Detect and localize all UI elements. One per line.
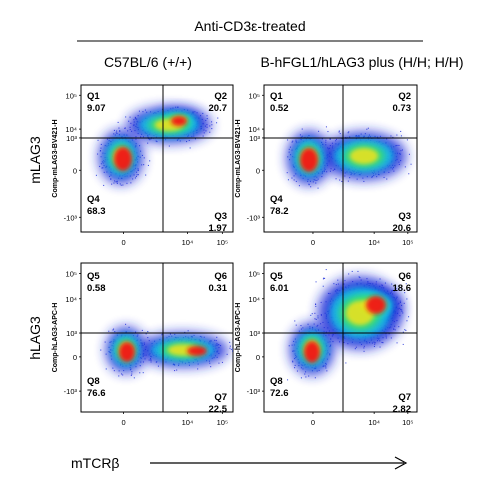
y-tick-label: 10³ — [66, 329, 77, 338]
y-tick-label: 10⁴ — [65, 295, 77, 304]
quadrant-name: Q2 — [398, 91, 411, 102]
quadrant-name: Q3 — [398, 211, 411, 222]
x-tick-label: 0 — [121, 418, 125, 427]
quadrant-name: Q4 — [270, 194, 283, 205]
quadrant-value: 76.6 — [87, 388, 106, 399]
y-tick-label: -10³ — [247, 213, 261, 222]
quadrant-value: 22.5 — [209, 404, 228, 415]
treatment-label: Anti-CD3ε-treated — [194, 18, 305, 34]
x-tick-label: 0 — [311, 418, 315, 427]
y-tick-label: 10⁵ — [66, 91, 77, 100]
y-axis-label: Comp-mLAG3-BV421-H — [235, 119, 242, 197]
y-tick-label: 10³ — [249, 134, 260, 143]
quadrant-value: 0.52 — [270, 103, 289, 114]
quadrant-value: 20.6 — [393, 223, 412, 234]
x-tick-label: 0 — [311, 238, 315, 247]
column-label-left: C57BL/6 (+/+) — [104, 54, 192, 70]
quadrant-name: Q7 — [398, 392, 411, 403]
y-tick-label: 10⁵ — [249, 269, 260, 278]
quadrant-value: 0.73 — [393, 103, 412, 114]
quadrant-value: 78.2 — [270, 206, 289, 217]
y-tick-label: 0 — [73, 353, 77, 362]
y-tick-label: 0 — [73, 166, 77, 175]
quadrant-value: 0.31 — [209, 283, 228, 294]
quadrant-name: Q7 — [214, 392, 227, 403]
quadrant-value: 18.6 — [393, 283, 412, 294]
x-tick-label: 10⁴ — [182, 418, 194, 427]
quadrant-value: 20.7 — [209, 103, 228, 114]
y-tick-label: 10⁵ — [249, 91, 260, 100]
quadrant-value: 9.07 — [87, 103, 106, 114]
x-tick-label: 10⁴ — [182, 238, 194, 247]
x-axis-arrowhead — [394, 456, 408, 470]
x-tick-label: 0 — [121, 238, 125, 247]
quadrant-value: 68.3 — [87, 206, 106, 217]
y-axis-label: Comp-mLAG3-BV421-H — [52, 119, 59, 197]
density-plot — [100, 323, 233, 379]
x-tick-label: 10⁴ — [368, 238, 380, 247]
y-tick-label: 10⁴ — [248, 295, 260, 304]
y-tick-label: -10³ — [64, 213, 78, 222]
quadrant-name: Q4 — [87, 194, 100, 205]
quadrant-value: 6.01 — [270, 283, 289, 294]
y-axis-label: Comp-hLAG3-APC-H — [52, 303, 59, 373]
density-plot — [95, 106, 219, 186]
x-tick-label: 10⁴ — [368, 418, 380, 427]
row-label-bottom: hLAG3 — [27, 316, 43, 360]
row-label-top: mLAG3 — [27, 136, 43, 184]
x-tick-label: 10⁵ — [217, 238, 228, 247]
quadrant-name: Q1 — [87, 91, 100, 102]
quadrant-name: Q6 — [398, 271, 411, 282]
quadrant-name: Q2 — [214, 91, 227, 102]
quadrant-value: 2.82 — [393, 404, 412, 415]
quadrant-value: 72.6 — [270, 388, 289, 399]
y-tick-label: 0 — [256, 353, 260, 362]
quadrant-name: Q5 — [87, 271, 100, 282]
y-tick-label: 10³ — [249, 329, 260, 338]
density-plot — [287, 269, 410, 381]
x-tick-label: 10⁵ — [402, 418, 413, 427]
quadrant-name: Q5 — [270, 271, 283, 282]
column-label-right: B-hFGL1/hLAG3 plus (H/H; H/H) — [260, 54, 463, 70]
y-axis-label: Comp-hLAG3-APC-H — [235, 303, 242, 373]
y-tick-label: 10⁴ — [65, 125, 77, 134]
y-tick-label: 0 — [256, 166, 260, 175]
y-tick-label: -10³ — [247, 387, 261, 396]
quadrant-name: Q3 — [214, 211, 227, 222]
quadrant-value: 1.97 — [209, 223, 228, 234]
y-tick-label: 10⁴ — [248, 125, 260, 134]
y-tick-label: 10⁵ — [66, 269, 77, 278]
quadrant-name: Q8 — [270, 376, 283, 387]
y-tick-label: 10³ — [66, 134, 77, 143]
x-axis-label: mTCRβ — [71, 455, 120, 471]
quadrant-name: Q8 — [87, 376, 100, 387]
y-tick-label: -10³ — [64, 387, 78, 396]
quadrant-name: Q1 — [270, 91, 283, 102]
x-tick-label: 10⁵ — [402, 238, 413, 247]
quadrant-name: Q6 — [214, 271, 227, 282]
quadrant-value: 0.58 — [87, 283, 106, 294]
x-tick-label: 10⁵ — [217, 418, 228, 427]
